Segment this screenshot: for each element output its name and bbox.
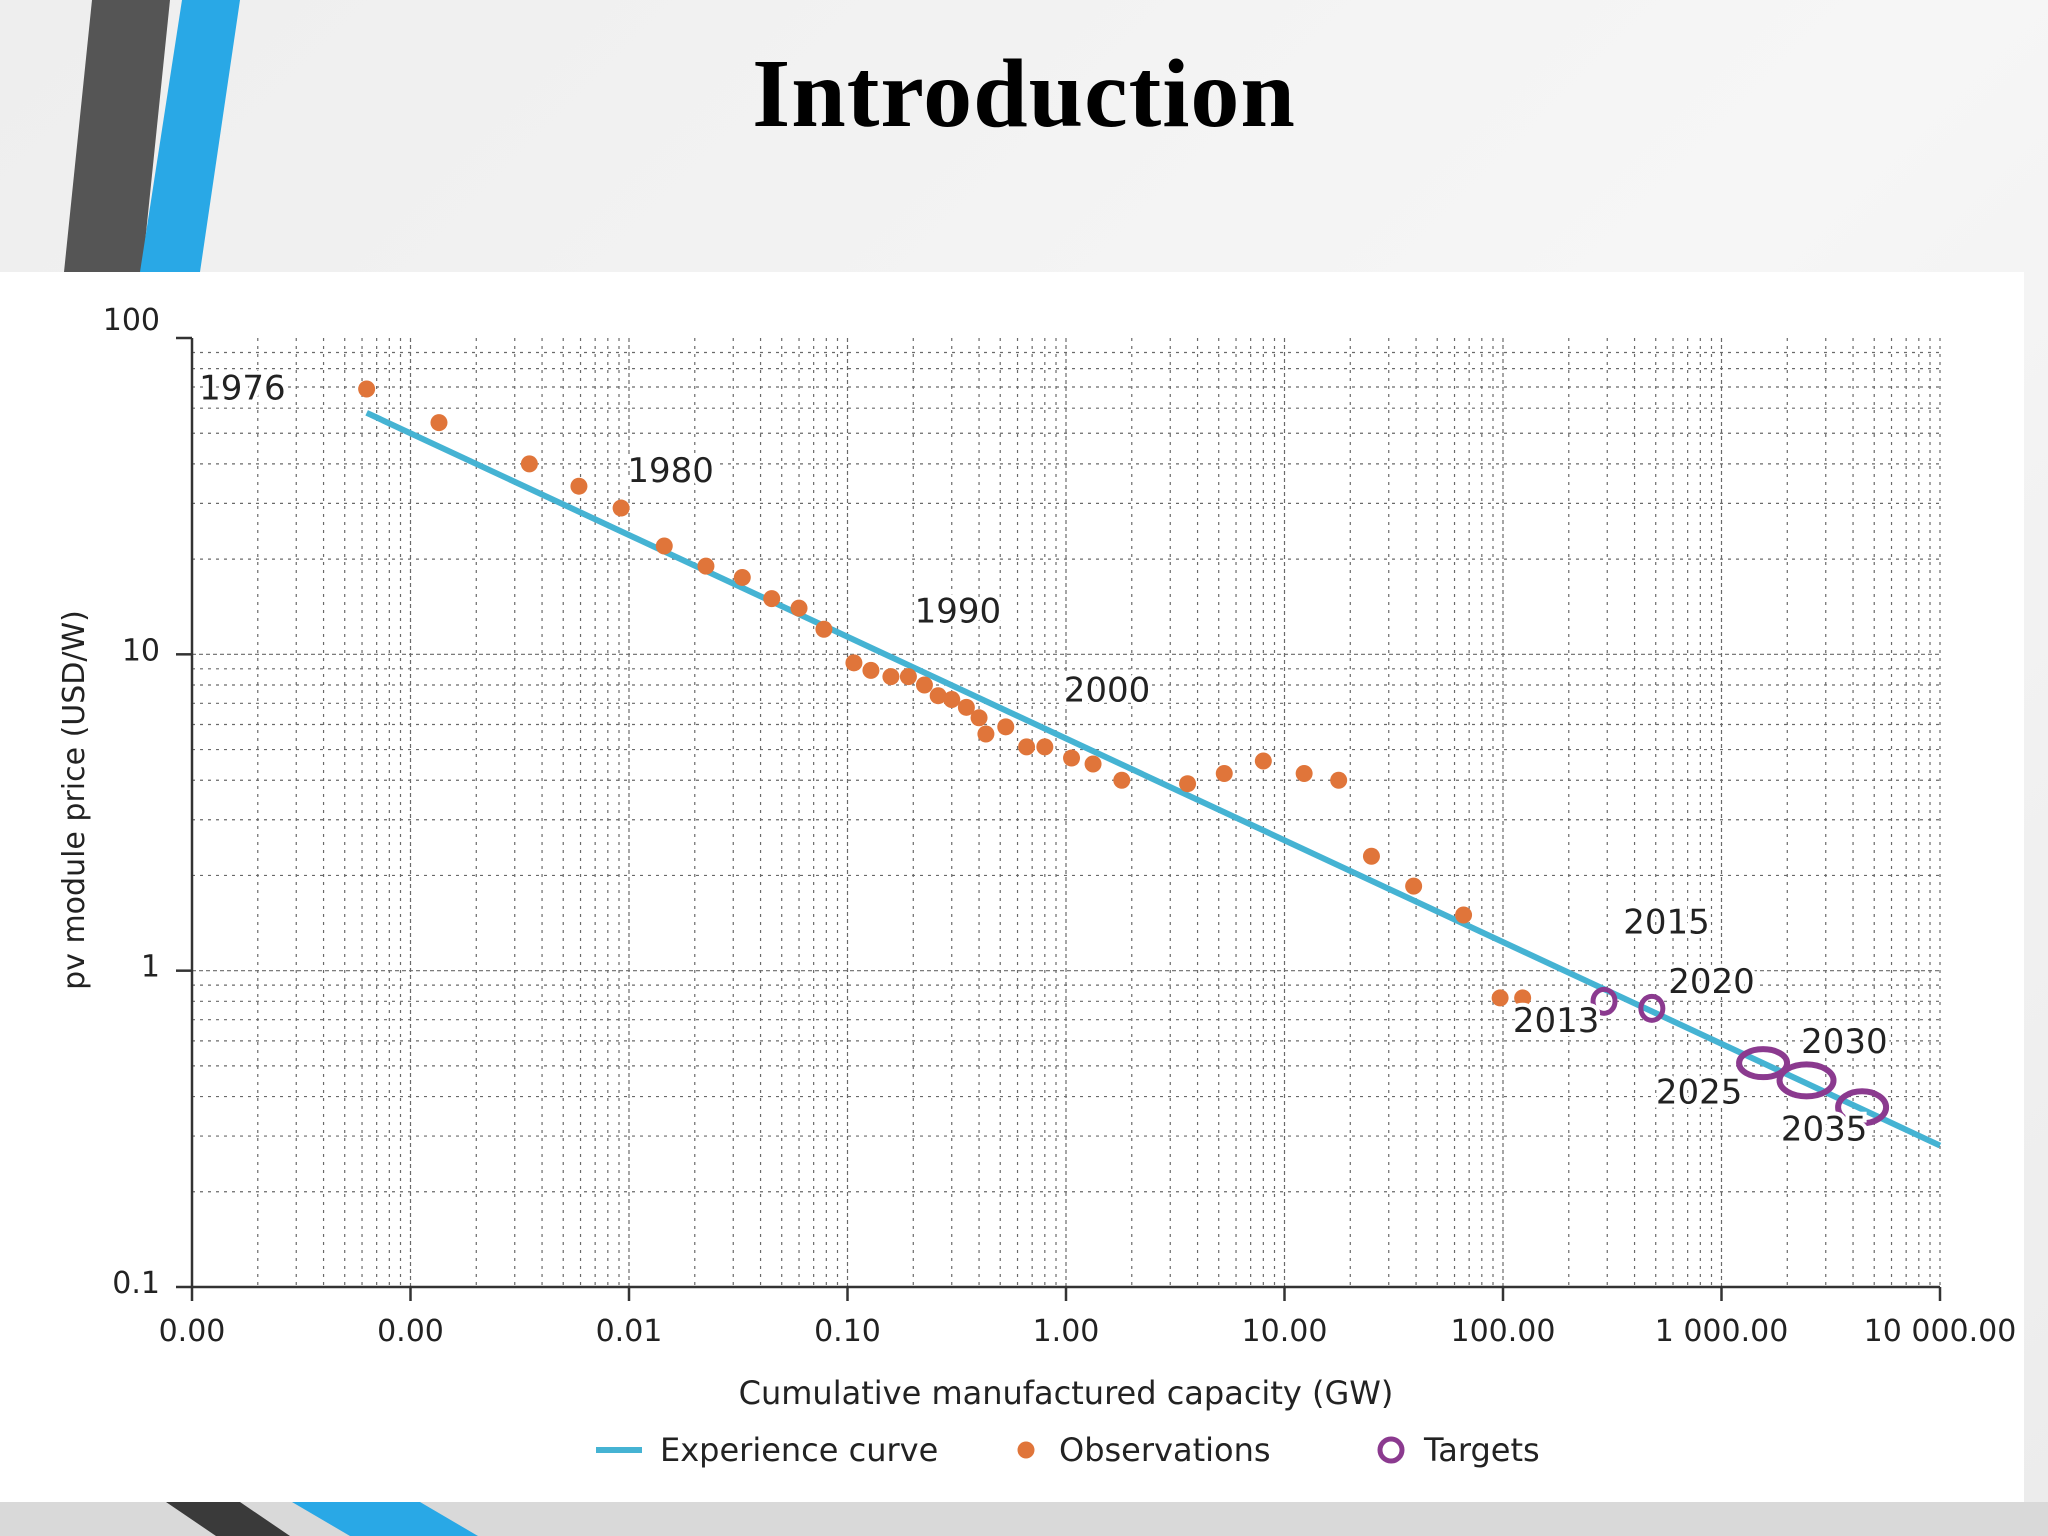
year-label: 1976 — [199, 368, 286, 408]
x-tick-label: 0.00 — [159, 1314, 226, 1349]
y-tick-label: 100 — [103, 303, 160, 338]
observation-point — [1084, 755, 1102, 773]
observation-point — [929, 687, 947, 705]
experience-curve-line — [365, 410, 1942, 1149]
legend-label: Experience curve — [660, 1431, 938, 1469]
target-marker — [1590, 986, 1618, 1016]
observation-point — [1063, 749, 1081, 767]
observation-point — [1036, 738, 1054, 756]
y-axis-label: pv module price (USD/W) — [57, 610, 92, 990]
legend-ring-swatch — [1377, 1436, 1405, 1464]
observation-point — [1491, 989, 1509, 1007]
x-tick-label: 10 000.00 — [1864, 1314, 2017, 1349]
year-label: 2000 — [1064, 670, 1151, 710]
year-label: 2015 — [1623, 903, 1710, 943]
observation-point — [790, 599, 808, 617]
observation-point — [915, 676, 933, 694]
observation-point — [763, 590, 781, 608]
target-marker — [1736, 1046, 1791, 1081]
year-label: 2020 — [1668, 962, 1755, 1002]
observation-point — [997, 718, 1015, 736]
observation-point — [977, 725, 995, 743]
bottom-blue-stripe — [292, 1502, 478, 1536]
observation-point — [1018, 738, 1036, 756]
year-label: 1990 — [915, 592, 1002, 632]
chart-panel — [0, 272, 2024, 1502]
y-tick-label: 0.1 — [112, 1266, 160, 1301]
year-label: 2030 — [1801, 1022, 1888, 1062]
y-tick-label: 10 — [122, 633, 160, 668]
bottom-dark-stripe — [166, 1502, 290, 1536]
x-tick-label: 0.10 — [814, 1314, 881, 1349]
observation-point — [970, 709, 988, 727]
observation-point — [570, 477, 588, 495]
observation-point — [957, 698, 975, 716]
legend-dot-swatch — [1017, 1441, 1035, 1459]
target-marker — [1776, 1061, 1837, 1100]
x-tick-label: 10.00 — [1242, 1314, 1328, 1349]
year-label: 2025 — [1656, 1073, 1743, 1113]
axes: 0.00 0.00 0.01 0.10 1.00 10.00 100.00 1 000.00 1… — [103, 303, 2017, 1349]
observation-point — [520, 455, 538, 473]
observation-point — [1514, 989, 1532, 1007]
year-label: 2013 — [1513, 1001, 1600, 1041]
observation-point — [1362, 847, 1380, 865]
legend-label: Targets — [1423, 1431, 1540, 1469]
annotations: 1976 1980 1990 2000 2015 2020 2013 2030 2025 2035 — [195, 364, 1892, 1153]
observation-point — [1330, 771, 1348, 789]
observation-point — [815, 620, 833, 638]
grid — [191, 338, 1941, 1288]
target-marker — [1638, 993, 1666, 1023]
legend-label: Observations — [1059, 1431, 1271, 1469]
observation-point — [1295, 765, 1313, 783]
x-axis-label: Cumulative manufactured capacity (GW) — [739, 1374, 1394, 1412]
observation-point — [862, 661, 880, 679]
observation-point — [1215, 765, 1233, 783]
target-marker — [1835, 1088, 1890, 1127]
series — [358, 380, 1942, 1149]
observation-point — [1405, 877, 1423, 895]
observation-point — [358, 380, 376, 398]
x-tick-label: 0.00 — [377, 1314, 444, 1349]
x-tick-label: 0.01 — [596, 1314, 663, 1349]
legend: Experience curve Observations Targets — [596, 1431, 1540, 1469]
year-label: 2035 — [1781, 1110, 1868, 1150]
observation-point — [943, 690, 961, 708]
slide-title: Introduction — [752, 40, 1296, 148]
x-tick-label: 1 000.00 — [1655, 1314, 1789, 1349]
observation-point — [655, 537, 673, 555]
observation-point — [1455, 906, 1473, 924]
observation-point — [1179, 775, 1197, 793]
top-blue-stripe — [140, 0, 240, 272]
observation-point — [612, 499, 630, 517]
observation-point — [733, 568, 751, 586]
observation-point — [1254, 752, 1272, 770]
observation-point — [845, 654, 863, 672]
observation-point — [430, 414, 448, 432]
observation-point — [882, 668, 900, 686]
x-tick-label: 1.00 — [1033, 1314, 1100, 1349]
observation-point — [697, 557, 715, 575]
observation-point — [899, 668, 917, 686]
top-dark-stripe — [64, 0, 170, 272]
year-label: 1980 — [627, 451, 714, 491]
observation-point — [1113, 771, 1131, 789]
x-tick-label: 100.00 — [1451, 1314, 1556, 1349]
y-tick-label: 1 — [141, 950, 160, 985]
